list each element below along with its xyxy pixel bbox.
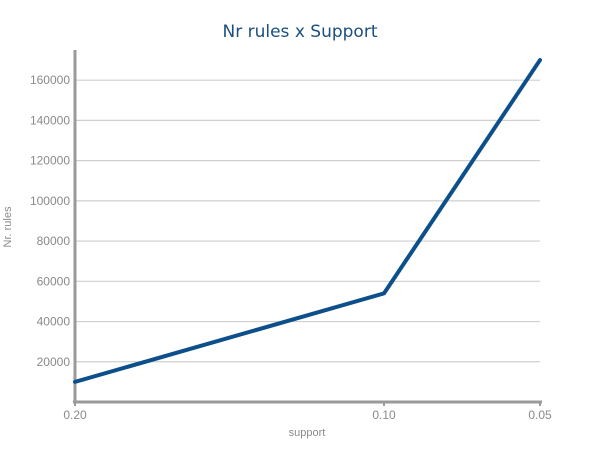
axes [73,50,542,406]
y-tick-label-40000: 40000 [37,315,71,329]
gridlines [75,79,540,363]
chart-title: Nr rules x Support [222,22,378,42]
x-tick-label-0: 0.20 [63,408,87,422]
y-tick-label-60000: 60000 [37,274,71,288]
series-line [73,58,542,384]
y-tick-label-100000: 100000 [30,194,70,208]
series [73,58,542,384]
y-tick-label-120000: 120000 [30,154,70,168]
x-tick-label-1: 0.10 [372,408,396,422]
y-tick-label-140000: 140000 [30,113,70,127]
y-tick-label-160000: 160000 [30,73,70,87]
x-tick-label-2: 0.05 [528,408,552,422]
y-tick-label-20000: 20000 [37,355,71,369]
y-tick-label-80000: 80000 [37,234,71,248]
x-axis-label: support [289,427,326,439]
tick-labels: 20000 40000 60000 80000 100000 120000 140000 16… [30,73,552,422]
y-axis-label: Nr. rules [2,206,14,247]
